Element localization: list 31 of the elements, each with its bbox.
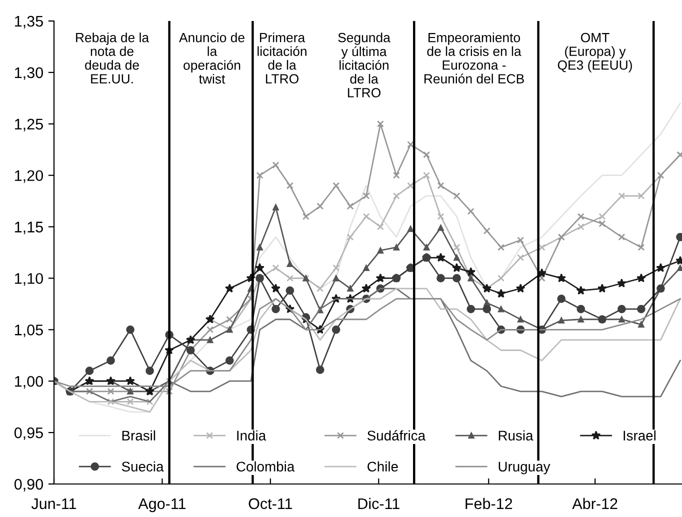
annotation: Empeoramiento de la crisis en la Eurozona - Reunión del ECB <box>424 32 524 84</box>
y-tick-label: 1,15 <box>15 222 43 234</box>
legend-label: Colombia <box>236 461 295 472</box>
legend-label: Brasil <box>122 430 156 441</box>
legend-label: Israel <box>624 430 656 441</box>
annotation: Rebaja de la nota de deuda de EE.UU. <box>76 32 150 84</box>
x-tick-label: Jun-11 <box>31 498 76 510</box>
x-tick-label: Dic-11 <box>358 498 400 510</box>
annotation: Primera licitación de la LTRO <box>258 32 306 84</box>
y-tick-label: 0,95 <box>14 427 43 440</box>
legend-label: Rusia <box>498 430 534 441</box>
y-tick-label: 1,25 <box>15 118 43 132</box>
y-tick-label: 1,35 <box>15 16 43 28</box>
y-tick-label: 0,90 <box>14 478 43 492</box>
y-tick-label: 1,30 <box>15 67 43 80</box>
x-tick-label: Oct-11 <box>248 498 292 510</box>
y-tick-label: 1,05 <box>15 324 43 338</box>
y-tick-label: 1,00 <box>15 376 43 389</box>
y-tick-label: 1,10 <box>15 273 43 286</box>
legend-label: Chile <box>368 461 398 472</box>
x-tick-label: Feb-12 <box>466 498 512 510</box>
annotation: Anuncio de la operación twist <box>179 32 244 84</box>
legend-label: Suecia <box>122 461 164 472</box>
annotation: Segunda y última licitación de la LTRO <box>338 32 390 98</box>
y-tick-label: 1,20 <box>15 170 43 183</box>
x-tick-label: Ago-11 <box>138 498 186 512</box>
annotation: OMT (Europa) y QE3 (EEUU) <box>558 32 632 72</box>
legend-label: India <box>237 430 266 441</box>
x-tick-label: Abr-12 <box>572 498 618 510</box>
legend-label: Sudáfrica <box>367 430 426 441</box>
legend-label: Uruguay <box>498 462 550 474</box>
